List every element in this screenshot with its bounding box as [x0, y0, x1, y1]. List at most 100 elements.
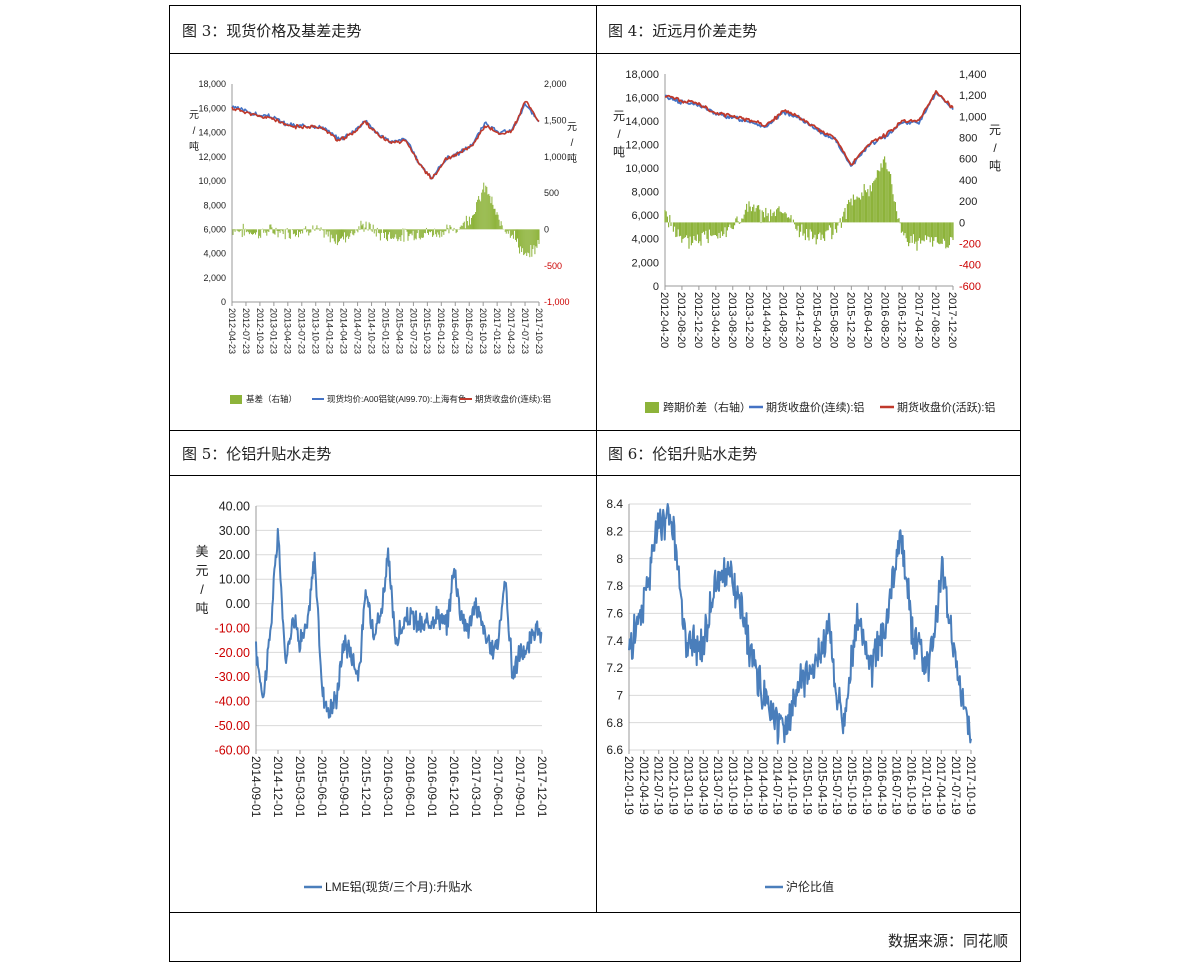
x-tick-label: 2017-01-19: [919, 756, 931, 815]
x-tick-label: 2017-04-23: [506, 308, 516, 354]
axis-label: /: [193, 126, 196, 137]
y-tick-label: 6,000: [203, 224, 226, 234]
divider: [596, 6, 597, 912]
x-tick-label: 2015-04-23: [394, 308, 404, 354]
x-tick-label: 2016-10-23: [478, 308, 488, 354]
axis-label: 吨: [613, 145, 625, 159]
y-tick-label: -50.00: [215, 719, 250, 733]
y-tick-label: 0: [221, 297, 226, 307]
x-tick-label: 2017-10-23: [534, 308, 544, 354]
report-frame: 图 3：现货价格及基差走势 图 4：近远月价差走势 图 5：伦铝升贴水走势 图 …: [169, 5, 1021, 962]
figure-5-caption: 图 5：伦铝升贴水走势: [182, 445, 332, 463]
x-tick-label: 2014-09-01: [249, 756, 263, 818]
y-tick-label: 14,000: [625, 116, 659, 128]
x-tick-label: 2012-10-19: [667, 756, 679, 815]
x-tick-label: 2015-08-20: [828, 292, 840, 348]
y-tick-label: 30.00: [219, 524, 250, 538]
x-tick-label: 2017-04-20: [912, 292, 924, 348]
axis-label: 元: [989, 123, 1001, 137]
y-tick-label: 20.00: [219, 548, 250, 562]
y-tick-label: 12,000: [625, 140, 659, 152]
x-tick-label: 2016-12-01: [447, 756, 461, 818]
x-tick-label: 2017-03-01: [469, 756, 483, 818]
y-tick-label: 500: [544, 188, 559, 198]
y-tick-label: 2,000: [631, 257, 659, 269]
y-tick-label: 8: [616, 552, 623, 566]
x-tick-label: 2012-04-23: [227, 308, 237, 354]
y-tick-label: 0: [544, 224, 549, 234]
x-tick-label: 2015-12-01: [359, 756, 373, 818]
y-tick-label: 18,000: [198, 79, 226, 89]
x-tick-label: 2013-01-23: [269, 308, 279, 354]
y-tick-label: 1,000: [544, 152, 567, 162]
y-tick-label: 8.2: [606, 525, 623, 539]
y-tick-label: 1,200: [959, 90, 987, 102]
y-tick-label: 0: [959, 217, 965, 229]
y-tick-label: -10.00: [215, 621, 250, 635]
x-tick-label: 2012-04-20: [658, 292, 670, 348]
futures-active-line: [664, 90, 954, 166]
x-tick-label: 2017-12-20: [946, 292, 958, 348]
y-tick-label: 14,000: [198, 128, 226, 138]
x-tick-label: 2017-09-01: [513, 756, 527, 818]
y-tick-label: 40.00: [219, 499, 250, 513]
x-tick-label: 2012-01-19: [622, 756, 634, 815]
y-tick-label: 7.6: [606, 607, 623, 621]
x-tick-label: 2013-04-19: [696, 756, 708, 815]
y-tick-label: 2,000: [203, 273, 226, 283]
x-tick-label: 2015-04-20: [811, 292, 823, 348]
legend-continuous: 期货收盘价(连续):铝: [766, 400, 864, 414]
x-tick-label: 2015-06-01: [315, 756, 329, 818]
y-tick-label: 4,000: [631, 234, 659, 246]
premium-line: [255, 527, 543, 719]
x-tick-label: 2016-08-20: [878, 292, 890, 348]
x-tick-label: 2013-04-23: [283, 308, 293, 354]
x-tick-label: 2012-10-23: [255, 308, 265, 354]
y-tick-label: 400: [959, 175, 977, 187]
x-tick-label: 2013-07-19: [711, 756, 723, 815]
legend-swatch-spread: [645, 402, 659, 413]
y-tick-label: 4,000: [203, 249, 226, 259]
divider: [170, 475, 1020, 476]
x-tick-label: 2017-04-19: [934, 756, 946, 815]
x-tick-label: 2016-01-19: [860, 756, 872, 815]
x-tick-label: 2014-04-19: [756, 756, 768, 815]
x-tick-label: 2014-08-20: [777, 292, 789, 348]
x-tick-label: 2013-10-23: [311, 308, 321, 354]
x-tick-label: 2015-07-23: [408, 308, 418, 354]
chart-figure-5: -60.00 -50.00 -40.00 -30.00 -20.00 -10.00 0.00…: [195, 499, 549, 894]
y-tick-label: -600: [959, 281, 981, 293]
y-tick-label: 1,500: [544, 115, 567, 125]
axis-label: 吨: [989, 159, 1001, 173]
legend-futures: 期货收盘价(连续):铝: [475, 394, 551, 404]
figure-3-caption: 图 3：现货价格及基差走势: [182, 22, 362, 40]
x-tick-label: 2013-01-19: [681, 756, 693, 815]
x-tick-label: 2014-07-19: [771, 756, 783, 815]
x-tick-label: 2013-10-19: [726, 756, 738, 815]
x-tick-label: 2016-03-01: [381, 756, 395, 818]
x-tick-label: 2017-08-20: [929, 292, 941, 348]
x-tick-label: 2016-09-01: [425, 756, 439, 818]
y-tick-label: 6,000: [631, 210, 659, 222]
y-tick-label: -30.00: [215, 670, 250, 684]
y-tick-label: 16,000: [625, 92, 659, 104]
x-tick-label: 2014-10-19: [786, 756, 798, 815]
x-tick-label: 2016-10-19: [904, 756, 916, 815]
x-tick-label: 2013-08-20: [726, 292, 738, 348]
x-tick-label: 2014-01-19: [741, 756, 753, 815]
x-tick-label: 2015-07-19: [830, 756, 842, 815]
x-tick-label: 2017-12-01: [535, 756, 549, 818]
x-tick-label: 2015-10-23: [422, 308, 432, 354]
y-tick-label: 7.2: [606, 661, 623, 675]
x-tick-label: 2012-04-19: [637, 756, 649, 815]
axis-label: /: [200, 582, 204, 597]
x-tick-label: 2012-08-20: [675, 292, 687, 348]
x-tick-label: 2015-09-01: [337, 756, 351, 818]
y-tick-label: 8.4: [606, 497, 623, 511]
x-tick-label: 2013-04-20: [709, 292, 721, 348]
x-tick-label: 2013-12-20: [743, 292, 755, 348]
x-tick-label: 2016-04-19: [875, 756, 887, 815]
y-tick-label: -60.00: [215, 743, 250, 757]
x-tick-label: 2012-07-23: [241, 308, 251, 354]
y-tick-label: 600: [959, 154, 977, 166]
